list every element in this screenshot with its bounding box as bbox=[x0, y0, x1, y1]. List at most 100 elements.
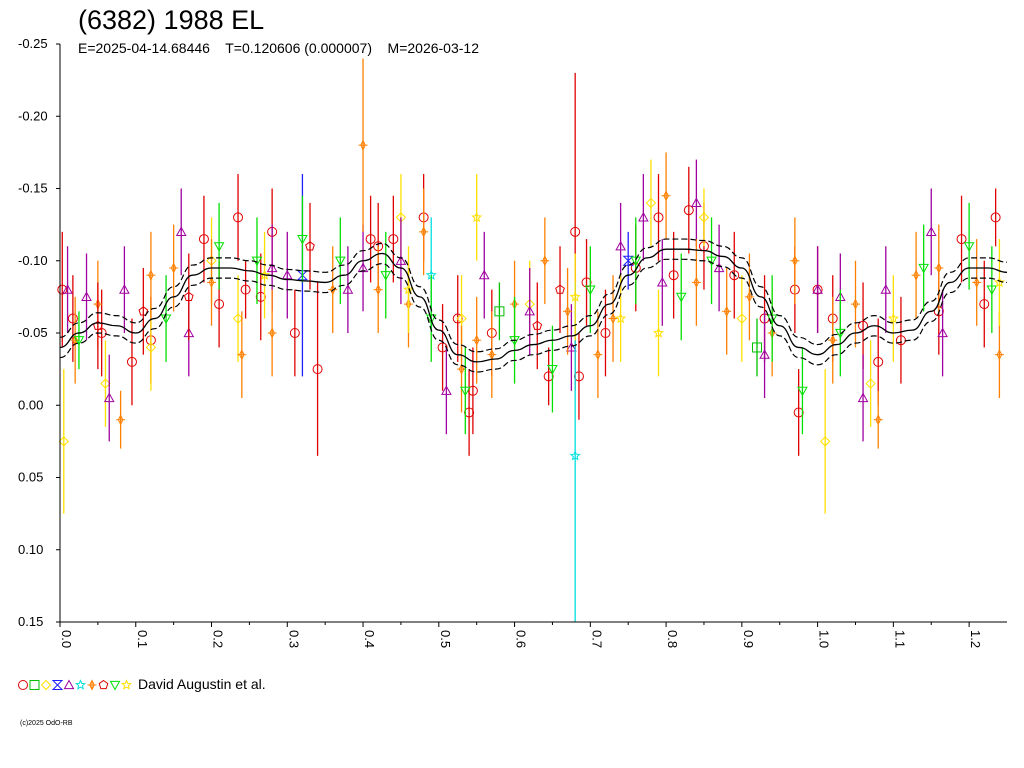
point-marker bbox=[58, 436, 69, 447]
data-point bbox=[357, 224, 369, 312]
point-marker bbox=[865, 378, 876, 389]
legend-symbol bbox=[109, 680, 121, 691]
x-tick-label: 0.0 bbox=[59, 630, 74, 648]
point-marker bbox=[437, 342, 448, 353]
data-point bbox=[759, 311, 770, 399]
y-tick-label: 0.10 bbox=[18, 542, 43, 557]
point-marker bbox=[103, 392, 115, 403]
point-marker bbox=[334, 256, 346, 267]
point-marker bbox=[472, 334, 482, 346]
data-point bbox=[305, 202, 315, 290]
data-point bbox=[911, 231, 921, 319]
point-marker bbox=[834, 328, 846, 339]
point-marker bbox=[652, 327, 665, 338]
data-point bbox=[100, 340, 111, 427]
point-marker bbox=[543, 371, 554, 382]
data-point bbox=[373, 246, 383, 333]
data-point bbox=[532, 282, 543, 370]
data-point bbox=[58, 369, 69, 514]
model-band-lower bbox=[59, 258, 1008, 373]
point-marker bbox=[873, 356, 884, 367]
point-marker bbox=[661, 190, 671, 202]
y-axis: -0.25 -0.20 -0.15 -0.10 -0.05 0.00 0.05 0.10 0.1… bbox=[18, 36, 61, 629]
point-marker bbox=[713, 262, 725, 273]
point-marker bbox=[73, 336, 85, 346]
data-point bbox=[819, 369, 831, 514]
data-point bbox=[990, 188, 1001, 247]
point-marker bbox=[81, 291, 92, 301]
point-marker bbox=[365, 234, 376, 245]
point-marker bbox=[395, 255, 407, 265]
x-tick-label: 0.1 bbox=[135, 630, 150, 648]
data-point bbox=[563, 267, 573, 355]
point-marker bbox=[895, 335, 906, 346]
data-point bbox=[73, 311, 85, 370]
point-marker bbox=[573, 371, 584, 382]
data-point bbox=[812, 246, 823, 333]
data-point bbox=[615, 275, 627, 362]
series-9 bbox=[259, 174, 1005, 377]
x-tick-label: 1.1 bbox=[892, 630, 907, 648]
data-point bbox=[555, 246, 565, 333]
point-marker bbox=[305, 241, 315, 251]
point-marker bbox=[593, 349, 603, 361]
data-point bbox=[472, 296, 482, 384]
y-tick-label: -0.10 bbox=[18, 253, 48, 268]
data-point bbox=[573, 333, 584, 420]
data-point bbox=[116, 390, 126, 449]
x-axis: 0.0 0.1 0.2 0.3 0.4 0.5 0.6 0.7 0.8 0.9 1.0 1.1 1.2 bbox=[59, 621, 1007, 648]
legend-symbol bbox=[87, 679, 97, 691]
data-point bbox=[675, 253, 687, 341]
point-marker bbox=[169, 262, 179, 274]
chart-title: (6382) 1988 EL bbox=[78, 5, 265, 35]
data-point bbox=[584, 246, 596, 333]
point-marker bbox=[622, 255, 634, 266]
point-marker bbox=[934, 262, 944, 274]
data-point bbox=[790, 217, 800, 305]
point-marker bbox=[706, 256, 717, 267]
point-marker bbox=[214, 299, 225, 310]
x-tick-label: 1.0 bbox=[817, 630, 832, 648]
point-marker bbox=[850, 298, 860, 310]
point-marker bbox=[183, 291, 194, 302]
data-point bbox=[138, 267, 149, 355]
data-point bbox=[146, 231, 156, 319]
series-6 bbox=[70, 58, 1004, 449]
data-point bbox=[937, 289, 948, 377]
series-4 bbox=[62, 159, 948, 442]
data-point bbox=[471, 174, 483, 261]
data-point bbox=[103, 354, 115, 442]
point-marker bbox=[441, 385, 452, 395]
point-marker bbox=[563, 305, 573, 317]
point-marker bbox=[126, 356, 137, 367]
point-marker bbox=[388, 234, 399, 245]
point-marker bbox=[722, 305, 732, 317]
y-tick-label: 0.15 bbox=[18, 614, 43, 629]
data-point bbox=[873, 390, 883, 449]
point-marker bbox=[213, 242, 225, 252]
point-marker bbox=[887, 312, 899, 324]
point-marker bbox=[138, 306, 149, 316]
data-point bbox=[540, 217, 550, 305]
data-point bbox=[963, 202, 975, 290]
data-point bbox=[828, 296, 838, 384]
data-point bbox=[67, 275, 78, 362]
data-point bbox=[857, 354, 869, 442]
data-point bbox=[342, 246, 354, 333]
point-marker bbox=[584, 285, 596, 296]
data-point bbox=[237, 311, 247, 399]
point-marker bbox=[457, 363, 467, 375]
data-point bbox=[793, 369, 804, 456]
data-point bbox=[441, 347, 452, 435]
data-point bbox=[543, 347, 554, 406]
series-5 bbox=[425, 217, 581, 622]
point-marker bbox=[487, 349, 497, 361]
copyright-notice: (c)2025 OdO-RB bbox=[20, 720, 73, 727]
point-marker bbox=[993, 276, 1005, 288]
data-point bbox=[419, 188, 429, 276]
x-tick-label: 0.9 bbox=[741, 630, 756, 648]
data-point bbox=[281, 231, 293, 319]
point-marker bbox=[925, 226, 937, 236]
y-tick-label: 0.05 bbox=[18, 470, 43, 485]
